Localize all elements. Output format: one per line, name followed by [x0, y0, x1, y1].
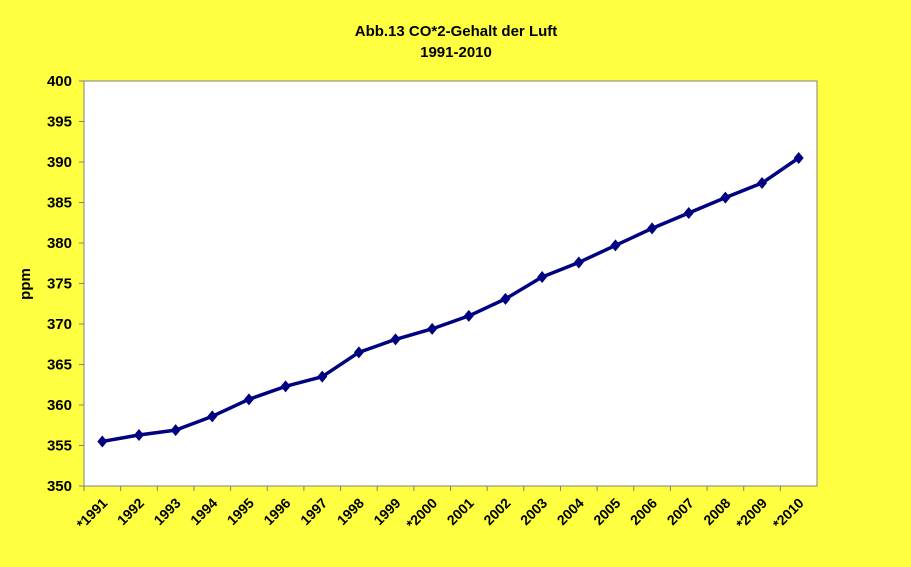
data-point-2005: [610, 239, 621, 252]
x-tick-label: 1997: [297, 495, 330, 528]
data-point-1995: [243, 393, 254, 406]
x-tick-label: 1999: [370, 495, 403, 528]
x-tick-label: 1993: [150, 495, 183, 528]
x-tick-label: *2000: [403, 495, 440, 532]
x-tick-label: 2004: [554, 495, 587, 528]
y-tick-label: 380: [47, 235, 72, 252]
data-point-2000: [427, 322, 438, 335]
data-point-2007: [683, 207, 694, 220]
y-tick-label: 375: [47, 276, 72, 293]
x-tick-label: 2007: [664, 495, 697, 528]
data-point-2002: [500, 292, 511, 305]
x-tick-label: 2003: [517, 495, 550, 528]
x-tick-label: 2002: [480, 495, 513, 528]
x-tick-label: 1998: [334, 495, 367, 528]
data-point-1993: [170, 424, 181, 437]
x-tick-label: 2008: [700, 495, 733, 528]
y-tick-label: 370: [47, 316, 72, 333]
series-line: [102, 156, 800, 444]
x-tick-label: 2005: [590, 495, 623, 528]
data-point-1996: [280, 380, 291, 393]
data-point-2004: [573, 256, 584, 269]
x-tick-label: 1992: [114, 495, 147, 528]
chart-subtitle: 1991-2010: [420, 44, 492, 61]
data-point-2009: [757, 177, 768, 190]
y-tick-label: 385: [47, 195, 72, 212]
data-point-1992: [133, 428, 144, 441]
x-tick-label: 2001: [444, 495, 477, 528]
y-axis-label: ppm: [17, 268, 34, 300]
data-point-2006: [647, 222, 658, 235]
data-point-2010: [793, 151, 804, 164]
x-tick-label: *2010: [770, 495, 807, 532]
x-tick-label: *1991: [73, 495, 110, 532]
x-tick-label: 2006: [627, 495, 660, 528]
y-tick-label: 400: [47, 73, 72, 90]
data-point-2003: [537, 271, 548, 284]
y-tick-label: 350: [47, 478, 72, 495]
y-tick-label: 355: [47, 438, 72, 455]
data-point-1998: [353, 346, 364, 359]
chart-title: Abb.13 CO*2-Gehalt der Luft: [355, 23, 558, 40]
x-tick-label: 1994: [187, 495, 220, 528]
data-point-1999: [390, 333, 401, 346]
data-point-1991: [97, 435, 108, 448]
x-tick-label: *2009: [733, 495, 770, 532]
data-point-2008: [720, 191, 731, 204]
y-tick-label: 365: [47, 357, 72, 374]
data-point-2001: [463, 309, 474, 322]
data-point-1994: [207, 410, 218, 423]
data-point-1997: [317, 370, 328, 383]
plot-area: [83, 80, 818, 487]
x-tick-label: 1996: [260, 495, 293, 528]
y-tick-label: 390: [47, 154, 72, 171]
y-tick-label: 395: [47, 114, 72, 131]
y-tick-label: 360: [47, 397, 72, 414]
x-tick-label: 1995: [224, 495, 257, 528]
